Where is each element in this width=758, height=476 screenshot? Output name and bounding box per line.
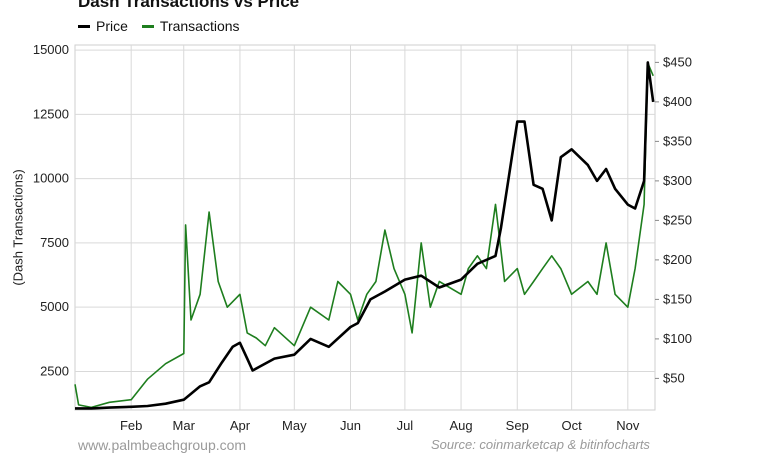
y-right-tick-label: $400 (663, 94, 692, 109)
y-left-tick-label: 10000 (33, 171, 69, 186)
y-right-tick-label: $200 (663, 252, 692, 267)
x-tick-label: Aug (449, 418, 472, 433)
y-right-tick-label: $250 (663, 212, 692, 227)
y-right-tick-label: $300 (663, 173, 692, 188)
site-url: www.palmbeachgroup.com (78, 437, 247, 453)
x-tick-label: Apr (230, 418, 251, 433)
x-tick-label: Jun (340, 418, 361, 433)
y-right-tick-label: $350 (663, 133, 692, 148)
y-left-tick-label: 12500 (33, 106, 69, 121)
legend-swatch-price (78, 24, 90, 28)
y-right-tick-label: $450 (663, 54, 692, 69)
x-tick-label: Mar (173, 418, 196, 433)
series-line-transactions (74, 62, 654, 409)
x-tick-label: Feb (120, 418, 142, 433)
legend-label-price: Price (96, 18, 128, 34)
x-tick-label: Nov (616, 418, 640, 433)
chart-title: Dash Transactions vs Price (78, 0, 300, 11)
legend-item-transactions: Transactions (141, 18, 240, 34)
legend-label-transactions: Transactions (159, 18, 240, 34)
y-left-tick-label: 5000 (40, 299, 69, 314)
plot-area (74, 44, 656, 411)
source-note: Source: coinmarketcap & bitinfocharts (431, 437, 650, 452)
y-left-tick-label: 2500 (40, 363, 69, 378)
y-right-tick-label: $100 (663, 331, 692, 346)
y-left-tick-label: 15000 (33, 42, 69, 57)
x-tick-label: Sep (506, 418, 529, 433)
legend-swatch-transactions (141, 24, 154, 28)
x-tick-label: May (282, 418, 307, 433)
y-left-tick-label: 7500 (40, 235, 69, 250)
legend: Price Transactions (78, 18, 240, 34)
legend-item-price: Price (78, 18, 128, 34)
x-tick-label: Oct (562, 418, 583, 433)
y-right-tick-label: $150 (663, 291, 692, 306)
x-tick-label: Jul (397, 418, 414, 433)
y-right-tick-label: $50 (663, 370, 685, 385)
series-line-price (75, 61, 655, 410)
